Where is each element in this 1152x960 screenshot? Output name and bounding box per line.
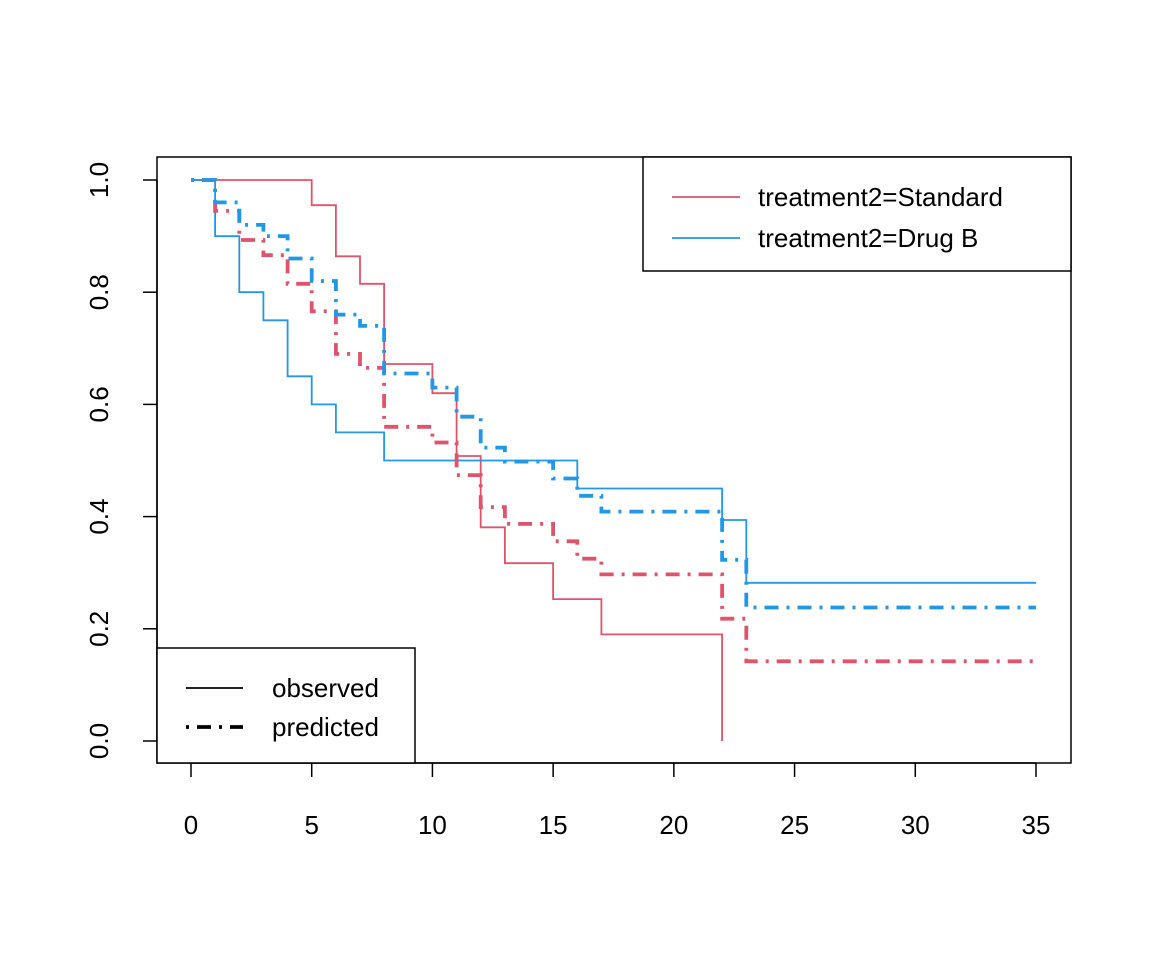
legend-treatment-box: [642, 156, 1072, 272]
axes-layer: 0 5 10 15 20 25 30 35 0.0 0.2 0.4 0.6 0.8 1.0: [84, 156, 1072, 840]
x-tick-label: 10: [418, 810, 447, 840]
y-tick-label: 0.6: [84, 386, 114, 422]
legend-label-predicted: predicted: [272, 712, 379, 742]
x-tick-label: 5: [304, 810, 318, 840]
series-layer: [191, 178, 1036, 741]
y-tick-label: 0.4: [84, 499, 114, 535]
y-tick-label: 0.8: [84, 274, 114, 310]
legend-line-type-box: [156, 647, 416, 764]
legend-label-standard: treatment2=Standard: [758, 182, 1003, 212]
x-tick-label: 15: [539, 810, 568, 840]
x-tick-label: 20: [659, 810, 688, 840]
x-tick-label: 35: [1022, 810, 1051, 840]
y-tick-label: 0.2: [84, 611, 114, 647]
x-tick-label: 30: [901, 810, 930, 840]
series-line-predicted-standard: [191, 178, 1036, 664]
legend-label-observed: observed: [272, 673, 379, 703]
x-tick-label: 25: [780, 810, 809, 840]
legend-label-drug-b: treatment2=Drug B: [758, 223, 978, 253]
series-line-observed-drug-b: [191, 179, 1036, 584]
series-line-predicted-drug-b: [191, 178, 1036, 610]
legend-layer: treatment2=Standard treatment2=Drug B obse…: [156, 156, 1072, 764]
y-tick-label: 1.0: [84, 162, 114, 198]
y-tick-label: 0.0: [84, 723, 114, 759]
x-tick-label: 0: [184, 810, 198, 840]
